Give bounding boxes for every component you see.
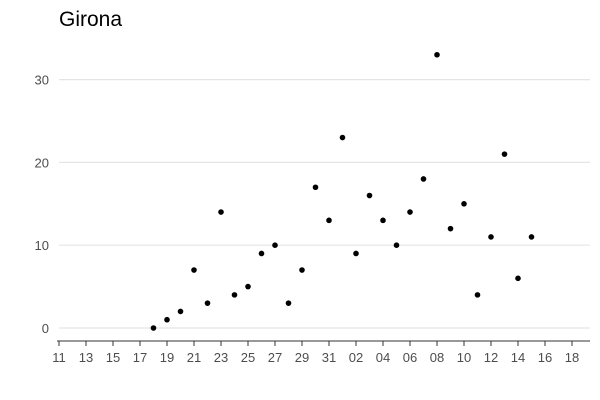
- x-tick-labels: 11 13 15 17 19 21 23 25 27 29 31 02 04 06 08 10 12 14 16 18: [52, 341, 579, 365]
- x-tick-label: 14: [511, 350, 525, 365]
- data-point-0: [150, 325, 157, 331]
- x-tick-label: 15: [106, 350, 120, 365]
- data-point-7: [245, 283, 251, 290]
- data-point-13: [326, 217, 332, 224]
- x-tick-label: 31: [322, 350, 336, 365]
- data-points: [150, 51, 535, 331]
- x-tick-label: 16: [538, 350, 552, 365]
- data-point-20: [420, 176, 427, 182]
- x-tick-label: 25: [241, 350, 255, 365]
- x-tick-label: 17: [133, 350, 147, 365]
- x-tick-label: 04: [376, 350, 390, 365]
- data-point-25: [488, 234, 494, 240]
- data-point-1: [164, 316, 170, 323]
- x-tick-label: 10: [457, 350, 471, 365]
- data-point-4: [204, 300, 211, 306]
- data-point-2: [177, 308, 184, 315]
- data-point-26: [501, 151, 508, 157]
- x-tick-label: 19: [160, 350, 174, 365]
- data-point-16: [366, 192, 373, 199]
- x-tick-label: 13: [79, 350, 93, 365]
- data-point-5: [218, 209, 224, 215]
- x-tick-label: 12: [484, 350, 498, 365]
- gridlines: [59, 78, 590, 329]
- x-tick-label: 08: [430, 350, 444, 365]
- y-tick-label: 10: [35, 238, 49, 253]
- y-tick-labels: 0 10 20 30: [35, 73, 49, 336]
- x-tick-label: 27: [268, 350, 282, 365]
- data-point-6: [231, 292, 238, 298]
- data-point-27: [515, 275, 521, 282]
- data-point-10: [285, 300, 292, 306]
- x-tick-label: 29: [295, 350, 309, 365]
- y-tick-label: 20: [35, 155, 49, 170]
- data-point-21: [434, 51, 440, 58]
- data-point-14: [339, 134, 346, 141]
- data-point-24: [474, 292, 481, 298]
- chart-title: Girona: [59, 8, 122, 31]
- x-tick-label: 11: [52, 350, 66, 365]
- x-tick-label: 23: [214, 350, 228, 365]
- data-point-28: [528, 234, 535, 240]
- y-tick-label: 0: [42, 321, 49, 336]
- x-tick-label: 18: [565, 350, 579, 365]
- data-point-19: [407, 209, 413, 215]
- x-tick-label: 02: [349, 350, 363, 365]
- y-tick-label: 30: [35, 73, 49, 88]
- data-point-18: [393, 242, 400, 248]
- data-point-3: [191, 267, 197, 273]
- data-point-11: [299, 267, 305, 273]
- data-point-22: [447, 225, 454, 232]
- data-point-15: [353, 250, 359, 257]
- data-point-8: [258, 250, 265, 257]
- data-point-9: [272, 242, 278, 248]
- data-point-17: [380, 217, 386, 224]
- x-tick-label: 21: [187, 350, 201, 365]
- x-tick-label: 06: [403, 350, 417, 365]
- data-point-23: [461, 201, 467, 207]
- data-point-12: [312, 184, 319, 191]
